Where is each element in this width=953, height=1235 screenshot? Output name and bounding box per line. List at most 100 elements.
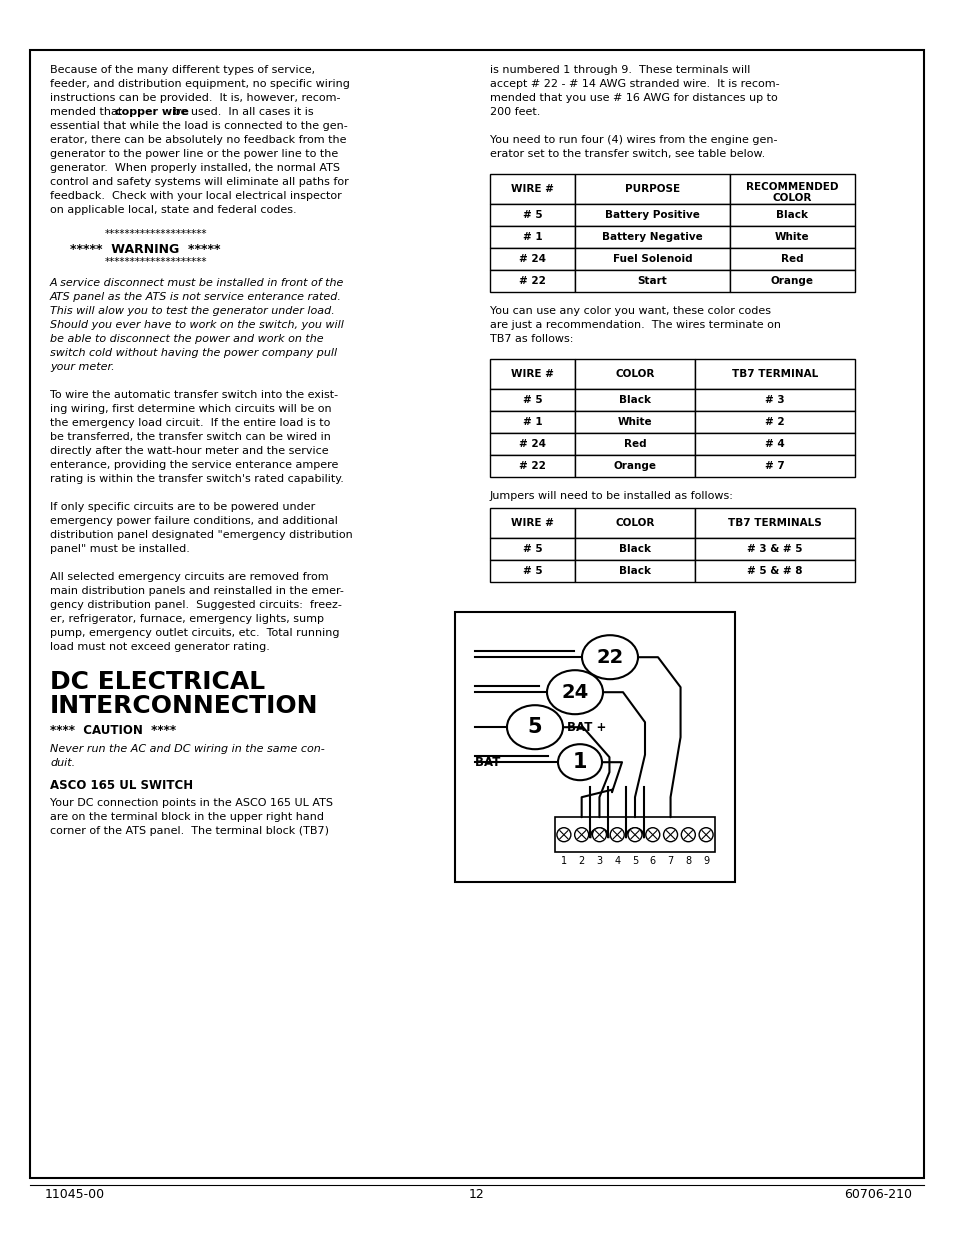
Text: # 24: # 24 <box>518 254 545 264</box>
Bar <box>729 270 854 293</box>
Text: Should you ever have to work on the switch, you will: Should you ever have to work on the swit… <box>50 320 343 330</box>
Text: # 4: # 4 <box>764 440 784 450</box>
Bar <box>555 818 714 852</box>
Text: # 24: # 24 <box>518 440 545 450</box>
Text: your meter.: your meter. <box>50 362 114 372</box>
Text: Never run the AC and DC wiring in the same con-: Never run the AC and DC wiring in the sa… <box>50 743 324 753</box>
Text: er, refrigerator, furnace, emergency lights, sump: er, refrigerator, furnace, emergency lig… <box>50 614 324 624</box>
Text: TB7 TERMINAL: TB7 TERMINAL <box>731 369 818 379</box>
Text: White: White <box>775 232 809 242</box>
Text: erator, there can be absolutely no feedback from the: erator, there can be absolutely no feedb… <box>50 135 346 144</box>
Text: 12: 12 <box>469 1188 484 1202</box>
Bar <box>490 411 575 433</box>
Text: Fuel Solenoid: Fuel Solenoid <box>612 254 692 264</box>
Ellipse shape <box>558 745 601 781</box>
Circle shape <box>645 827 659 842</box>
Bar <box>695 359 854 389</box>
Bar <box>490 174 575 204</box>
Bar <box>490 270 575 293</box>
Ellipse shape <box>546 671 602 714</box>
Text: # 3 & # 5: # 3 & # 5 <box>746 545 801 555</box>
Text: ********************: ******************** <box>105 257 208 267</box>
Circle shape <box>610 827 623 842</box>
Bar <box>490 204 575 226</box>
Bar <box>575 561 695 582</box>
Text: on applicable local, state and federal codes.: on applicable local, state and federal c… <box>50 205 296 215</box>
Text: If only specific circuits are to be powered under: If only specific circuits are to be powe… <box>50 501 314 513</box>
Text: 24: 24 <box>560 683 588 701</box>
Text: panel" must be installed.: panel" must be installed. <box>50 543 190 555</box>
Text: ********************: ******************** <box>105 228 208 240</box>
Text: # 3: # 3 <box>764 395 784 405</box>
Text: load must not exceed generator rating.: load must not exceed generator rating. <box>50 642 270 652</box>
Bar <box>575 411 695 433</box>
Text: Red: Red <box>623 440 645 450</box>
Text: # 5: # 5 <box>522 545 541 555</box>
Text: White: White <box>617 417 652 427</box>
Text: Black: Black <box>776 210 807 220</box>
Text: # 5: # 5 <box>522 566 541 577</box>
Bar <box>695 538 854 561</box>
Text: BAT +: BAT + <box>566 721 606 734</box>
Text: 9: 9 <box>702 856 708 866</box>
Text: ATS panel as the ATS is not service enterance rated.: ATS panel as the ATS is not service ente… <box>50 291 341 303</box>
Text: Battery Positive: Battery Positive <box>604 210 700 220</box>
Text: control and safety systems will eliminate all paths for: control and safety systems will eliminat… <box>50 177 349 186</box>
Bar <box>490 359 575 389</box>
Bar <box>695 456 854 478</box>
Text: corner of the ATS panel.  The terminal block (TB7): corner of the ATS panel. The terminal bl… <box>50 826 329 836</box>
Text: directly after the watt-hour meter and the service: directly after the watt-hour meter and t… <box>50 446 328 456</box>
Text: 1: 1 <box>560 856 566 866</box>
Text: copper wire: copper wire <box>115 107 189 117</box>
Text: COLOR: COLOR <box>615 369 654 379</box>
Bar <box>695 411 854 433</box>
Text: Red: Red <box>781 254 803 264</box>
Text: Battery Negative: Battery Negative <box>601 232 702 242</box>
Text: main distribution panels and reinstalled in the emer-: main distribution panels and reinstalled… <box>50 585 343 597</box>
Text: generator.  When properly installed, the normal ATS: generator. When properly installed, the … <box>50 163 339 173</box>
Text: accept # 22 - # 14 AWG stranded wire.  It is recom-: accept # 22 - # 14 AWG stranded wire. It… <box>490 79 779 89</box>
Text: Orange: Orange <box>770 277 813 287</box>
Text: Because of the many different types of service,: Because of the many different types of s… <box>50 65 314 75</box>
Text: enterance, providing the service enterance ampere: enterance, providing the service enteran… <box>50 459 338 471</box>
Circle shape <box>699 827 712 842</box>
Text: 200 feet.: 200 feet. <box>490 107 539 117</box>
Text: 5: 5 <box>631 856 638 866</box>
Bar <box>490 508 575 538</box>
Text: be transferred, the transfer switch can be wired in: be transferred, the transfer switch can … <box>50 432 331 442</box>
Text: ing wiring, first determine which circuits will be on: ing wiring, first determine which circui… <box>50 404 332 414</box>
Bar <box>575 433 695 456</box>
Text: essential that while the load is connected to the gen-: essential that while the load is connect… <box>50 121 348 131</box>
Bar <box>575 538 695 561</box>
Bar <box>575 204 729 226</box>
Text: duit.: duit. <box>50 757 75 768</box>
Text: be used.  In all cases it is: be used. In all cases it is <box>170 107 314 117</box>
Text: 60706-210: 60706-210 <box>843 1188 911 1202</box>
Bar <box>729 174 854 204</box>
Text: A service disconnect must be installed in front of the: A service disconnect must be installed i… <box>50 278 344 288</box>
Text: WIRE #: WIRE # <box>511 369 554 379</box>
Text: 7: 7 <box>667 856 673 866</box>
Text: erator set to the transfer switch, see table below.: erator set to the transfer switch, see t… <box>490 149 764 159</box>
Text: mended that: mended that <box>50 107 126 117</box>
Text: is numbered 1 through 9.  These terminals will: is numbered 1 through 9. These terminals… <box>490 65 750 75</box>
Text: COLOR: COLOR <box>615 519 654 529</box>
Circle shape <box>557 827 570 842</box>
Text: are on the terminal block in the upper right hand: are on the terminal block in the upper r… <box>50 813 324 823</box>
Bar <box>490 561 575 582</box>
Text: Black: Black <box>618 545 650 555</box>
Text: You need to run four (4) wires from the engine gen-: You need to run four (4) wires from the … <box>490 135 777 144</box>
Text: feedback.  Check with your local electrical inspector: feedback. Check with your local electric… <box>50 191 341 201</box>
Bar <box>490 433 575 456</box>
Text: 4: 4 <box>614 856 619 866</box>
Text: 1: 1 <box>572 752 587 772</box>
Text: Start: Start <box>637 277 667 287</box>
Circle shape <box>574 827 588 842</box>
Text: COLOR: COLOR <box>772 193 811 204</box>
Bar <box>575 174 729 204</box>
Bar <box>575 389 695 411</box>
Text: emergency power failure conditions, and additional: emergency power failure conditions, and … <box>50 516 337 526</box>
Bar <box>575 248 729 270</box>
Text: ****  CAUTION  ****: **** CAUTION **** <box>50 724 176 737</box>
Text: PURPOSE: PURPOSE <box>624 184 679 194</box>
